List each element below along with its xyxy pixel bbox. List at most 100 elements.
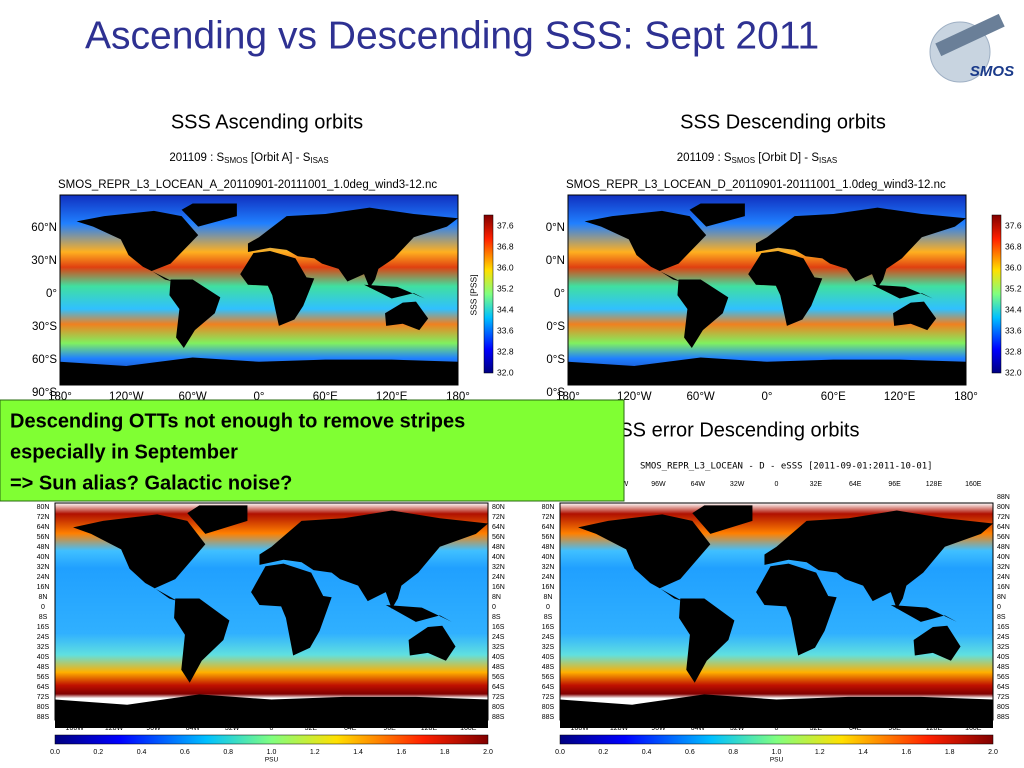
colorbar-tick-label: 0.0 <box>50 749 60 756</box>
lon-label-top: 0 <box>775 481 779 488</box>
lon-label-top: 32W <box>730 481 745 488</box>
lon-label-bottom: 128E <box>926 725 943 732</box>
colorbar-tick-label: 1.2 <box>310 749 320 756</box>
lon-label-bottom: 64E <box>849 725 862 732</box>
lat-label-right: 40N <box>492 554 505 561</box>
lat-label-left: 72S <box>37 694 50 701</box>
lat-label-right: 80S <box>997 704 1010 711</box>
colorbar <box>991 214 1002 374</box>
lon-label-top: 96E <box>888 481 901 488</box>
lat-label-right: 40S <box>492 654 505 661</box>
lat-label-left: 40N <box>37 554 50 561</box>
lon-label-bottom: 128E <box>421 725 438 732</box>
colorbar-tick-label: 2.0 <box>483 749 493 756</box>
lat-label: 30°N <box>31 255 57 267</box>
lat-label-left: 56N <box>37 534 50 541</box>
lat-label-right: 24S <box>997 634 1010 641</box>
lat-label-right: 24S <box>492 634 505 641</box>
lon-label: 0° <box>254 391 265 403</box>
lat-label-left: 64N <box>37 524 50 531</box>
lon-label: 0° <box>762 391 773 403</box>
colorbar-tick-label: 32.8 <box>497 346 514 356</box>
lat-label-right: 40S <box>997 654 1010 661</box>
lat-label: 0°N <box>546 255 565 267</box>
lon-label-bottom: 96E <box>888 725 901 732</box>
lat-label-left: 8S <box>544 614 553 621</box>
lat-label-right: 0 <box>492 604 496 611</box>
lat-label-right: 64N <box>997 524 1010 531</box>
lat-label-right: 24N <box>492 574 505 581</box>
colorbar-tick-label: 32.0 <box>497 367 514 377</box>
callout-box <box>0 399 625 502</box>
plot-title: 201109 : SSMOS [Orbit A] - SISAS <box>169 152 328 165</box>
lat-label-right: 48S <box>997 664 1010 671</box>
colorbar-tick-label: 0.6 <box>685 749 695 756</box>
lat-label-left: 56S <box>37 674 50 681</box>
colorbar-tick-label: 0.2 <box>93 749 103 756</box>
colorbar <box>54 734 489 745</box>
lon-label-top: 128E <box>926 481 943 488</box>
lon-label-bottom: 160E <box>460 725 477 732</box>
colorbar-label: SSS [PSS] <box>468 274 478 315</box>
lon-label: 60°W <box>687 391 715 403</box>
lat-label: 0°S <box>546 321 565 333</box>
lat-label-left: 64N <box>542 524 555 531</box>
lat-label-right: 32N <box>997 564 1010 571</box>
lat-label-left: 80N <box>542 504 555 511</box>
colorbar-tick-label: 32.8 <box>1005 346 1022 356</box>
lat-label-left: 56N <box>542 534 555 541</box>
slide-title: Ascending vs Descending SSS: Sept 2011 <box>85 14 819 57</box>
lat-label-left: 88S <box>542 714 555 721</box>
lat-label-right: 48N <box>997 544 1010 551</box>
colorbar-tick-label: 33.6 <box>497 325 514 335</box>
lat-label-left: 72S <box>542 694 555 701</box>
lat-label: 90°S <box>32 387 57 399</box>
colorbar-tick-label: 0.4 <box>642 749 652 756</box>
lon-label: 180° <box>954 391 978 403</box>
lon-label-bottom: 0 <box>270 725 274 732</box>
callout: Descending OTTs not enough to remove str… <box>0 399 625 502</box>
plot-title-subscript: SMOS <box>732 156 756 165</box>
lat-label-left: 72N <box>542 514 555 521</box>
lat-label: 60°N <box>31 222 57 234</box>
lat-label-right: 72N <box>492 514 505 521</box>
lat-label-left: 24N <box>542 574 555 581</box>
lat-label-right: 32S <box>492 644 505 651</box>
lat-label-left: 32S <box>542 644 555 651</box>
lon-label-bottom: 32W <box>225 725 240 732</box>
lon-label-top: 64W <box>691 481 706 488</box>
lat-label-right: 88N <box>997 494 1010 501</box>
colorbar-tick-label: 34.4 <box>1005 304 1022 314</box>
lat-label-left: 8N <box>39 594 48 601</box>
lon-label-bottom: 128W <box>610 725 629 732</box>
colorbar-tick-label: 1.8 <box>945 749 955 756</box>
lat-label: 0°N <box>546 222 565 234</box>
lat-label-left: 88S <box>37 714 50 721</box>
lat-label-right: 8N <box>492 594 501 601</box>
colorbar-tick-label: 0.4 <box>137 749 147 756</box>
lat-label-right: 88S <box>997 714 1010 721</box>
colorbar-tick-label: 0.8 <box>223 749 233 756</box>
lat-label-left: 24S <box>542 634 555 641</box>
lat-label-left: 48S <box>542 664 555 671</box>
lat-label: 60°S <box>32 354 57 366</box>
lat-label-right: 80S <box>492 704 505 711</box>
colorbar-tick-label: 0.6 <box>180 749 190 756</box>
callout-line: => Sun alias? Galactic noise? <box>10 472 292 494</box>
plot-title-part: [Orbit A] - S <box>248 152 311 164</box>
lat-label-left: 64S <box>542 684 555 691</box>
lat-label-right: 24N <box>997 574 1010 581</box>
lon-label-bottom: 96W <box>651 725 666 732</box>
colorbar-tick-label: 0.2 <box>598 749 608 756</box>
lat-label-left: 16N <box>37 584 50 591</box>
lon-label-bottom: 160E <box>965 725 982 732</box>
lat-label-left: 40S <box>542 654 555 661</box>
colorbar-unit: PSU <box>265 757 279 764</box>
lon-label-bottom: 0 <box>775 725 779 732</box>
plot-title-subscript: SMOS <box>224 156 248 165</box>
lat-label-right: 80N <box>997 504 1010 511</box>
plot-title-part: 201109 : S <box>169 152 224 164</box>
lat-label-left: 0 <box>41 604 45 611</box>
lon-label: 120°E <box>884 391 916 403</box>
